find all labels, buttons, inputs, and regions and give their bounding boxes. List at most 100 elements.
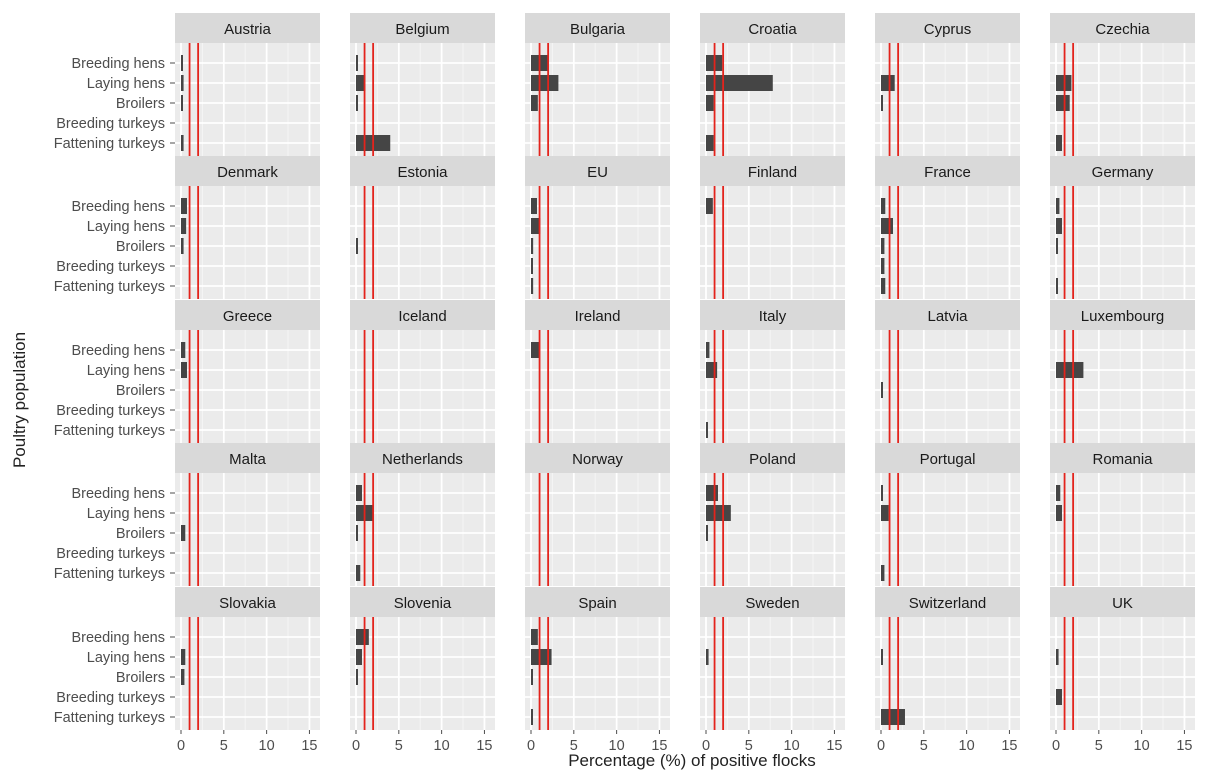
- x-tick-label: 15: [476, 738, 492, 754]
- panel-background: [875, 473, 1020, 586]
- bar: [706, 362, 718, 378]
- facet-panel: Sweden 0 5 10 15: [700, 587, 845, 754]
- facet-label: Estonia: [397, 164, 448, 181]
- bar: [881, 218, 893, 234]
- facet-label: Cyprus: [924, 21, 972, 38]
- x-tick-label: 5: [570, 738, 578, 754]
- panel-background: [350, 186, 495, 299]
- bar: [1056, 485, 1061, 501]
- bar: [881, 198, 886, 214]
- facet-panel: Switzerland 0 5 10 15: [875, 587, 1020, 754]
- facet-panel: Greece Breeding hens Laying hens Broilers Br…: [54, 300, 320, 443]
- facet-panel: Bulgaria: [525, 13, 670, 156]
- x-tick-label: 5: [920, 738, 928, 754]
- bar: [706, 198, 713, 214]
- facet-panel: Czechia: [1050, 13, 1195, 156]
- y-tick-label: Breeding turkeys: [56, 116, 165, 132]
- facet-label: Italy: [759, 308, 787, 325]
- bar: [881, 505, 889, 521]
- x-tick-label: 10: [259, 738, 275, 754]
- facet-label: France: [924, 164, 971, 181]
- facet-label: Latvia: [927, 308, 968, 325]
- y-tick-label: Breeding turkeys: [56, 403, 165, 419]
- facet-panel: Latvia: [875, 300, 1020, 443]
- bar: [1056, 278, 1058, 294]
- bar: [1056, 505, 1062, 521]
- y-tick-label: Broilers: [116, 670, 165, 686]
- panel-background: [525, 186, 670, 299]
- facet-strip: [175, 443, 320, 473]
- facet-strip: [350, 156, 495, 186]
- facet-panel: Luxembourg: [1050, 300, 1195, 443]
- facet-label: Germany: [1092, 164, 1154, 181]
- facet-label: Slovakia: [219, 595, 276, 612]
- facet-label: Sweden: [745, 595, 799, 612]
- y-tick-label: Laying hens: [87, 219, 165, 235]
- bar: [1056, 218, 1062, 234]
- y-tick-label: Fattening turkeys: [54, 423, 165, 439]
- bar: [181, 362, 187, 378]
- bar: [1056, 362, 1084, 378]
- bar: [881, 485, 883, 501]
- panel-background: [175, 330, 320, 443]
- x-tick-label: 0: [702, 738, 710, 754]
- bar: [1056, 689, 1062, 705]
- facet-label: Belgium: [395, 21, 449, 38]
- y-tick-label: Fattening turkeys: [54, 279, 165, 295]
- bar: [1056, 238, 1058, 254]
- facet-panel: Iceland: [350, 300, 495, 443]
- panel-background: [875, 186, 1020, 299]
- bar: [181, 525, 186, 541]
- panel-background: [350, 473, 495, 586]
- y-tick-label: Breeding turkeys: [56, 259, 165, 275]
- bar: [531, 238, 534, 254]
- facet-panel: France: [875, 156, 1020, 299]
- bar: [356, 55, 358, 71]
- facet-strip: [175, 587, 320, 617]
- bar: [1056, 135, 1062, 151]
- y-tick-label: Breeding hens: [71, 630, 165, 646]
- facet-panel: Ireland: [525, 300, 670, 443]
- bar: [181, 649, 186, 665]
- bar: [1056, 649, 1059, 665]
- facet-label: Luxembourg: [1081, 308, 1164, 325]
- facet-strip: [700, 156, 845, 186]
- bar: [356, 95, 358, 111]
- facet-label: Romania: [1092, 451, 1153, 468]
- facet-strip: [700, 13, 845, 43]
- y-tick-label: Broilers: [116, 526, 165, 542]
- bar: [356, 238, 358, 254]
- bar: [881, 382, 883, 398]
- bar: [881, 709, 905, 725]
- facet-panel: Finland: [700, 156, 845, 299]
- facet-strip: [525, 13, 670, 43]
- y-tick-label: Broilers: [116, 96, 165, 112]
- bar: [356, 629, 369, 645]
- panel-background: [1050, 617, 1195, 730]
- panel-background: [700, 617, 845, 730]
- x-tick-label: 10: [959, 738, 975, 754]
- facet-strip: [525, 156, 670, 186]
- panel-background: [875, 330, 1020, 443]
- facet-label: Portugal: [920, 451, 976, 468]
- facet-panel: Estonia: [350, 156, 495, 299]
- facet-label: Denmark: [217, 164, 278, 181]
- bar: [881, 565, 885, 581]
- y-tick-label: Laying hens: [87, 363, 165, 379]
- facet-strip: [875, 13, 1020, 43]
- y-tick-label: Breeding turkeys: [56, 690, 165, 706]
- facet-strip: [175, 13, 320, 43]
- facet-strip: [1050, 13, 1195, 43]
- facet-label: Poland: [749, 451, 796, 468]
- bar: [881, 278, 886, 294]
- facet-strip: [700, 587, 845, 617]
- facet-strip: [875, 587, 1020, 617]
- facet-label: Norway: [572, 451, 623, 468]
- facet-label: Finland: [748, 164, 797, 181]
- bar: [356, 669, 358, 685]
- bar: [356, 525, 358, 541]
- bar: [181, 238, 184, 254]
- panel-background: [525, 617, 670, 730]
- x-tick-label: 10: [1134, 738, 1150, 754]
